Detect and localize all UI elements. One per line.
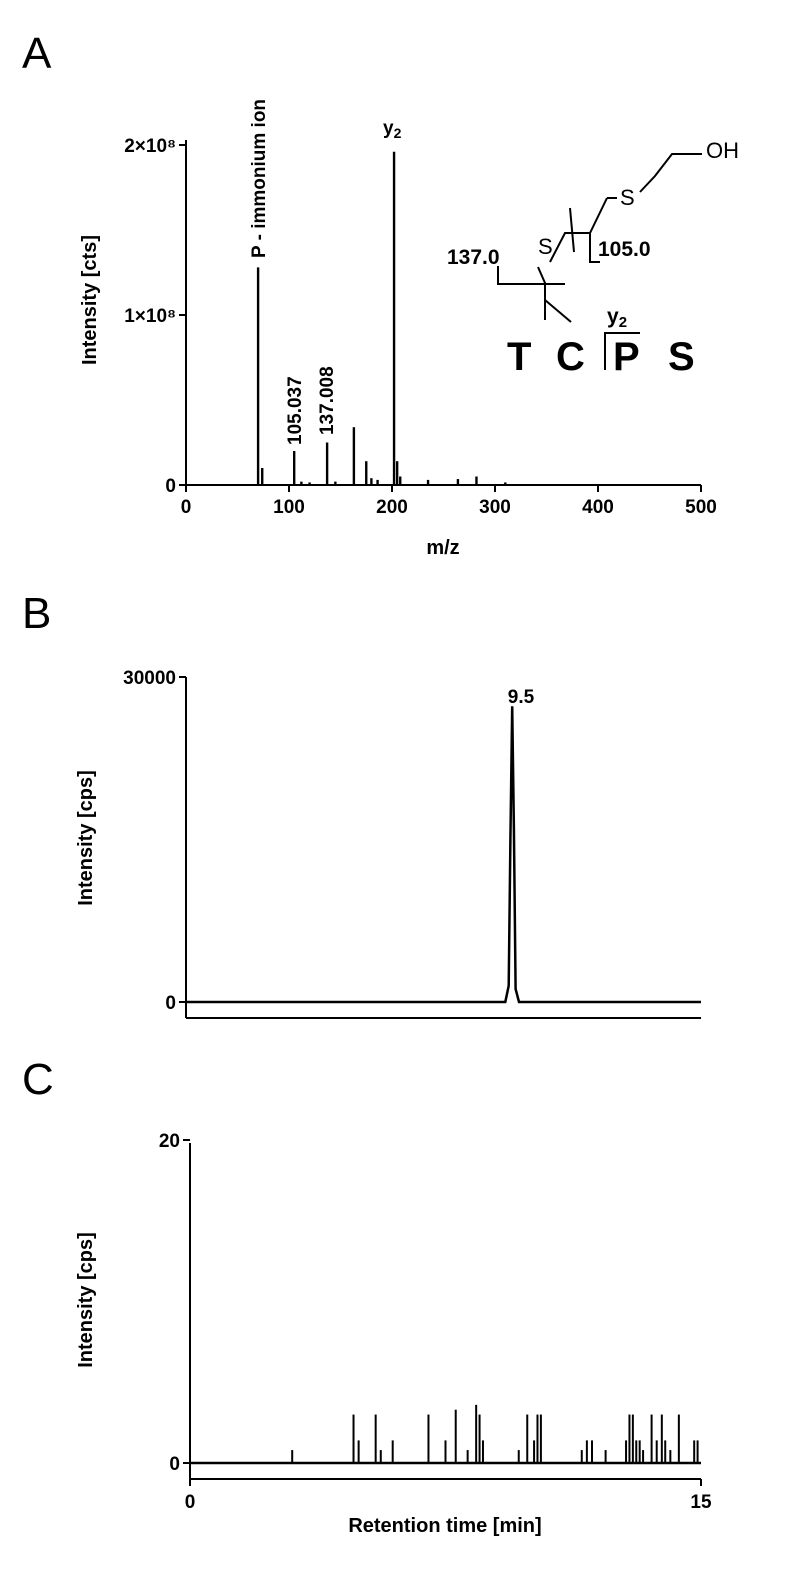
panel-a-x-tick-label: 200: [376, 497, 408, 518]
panel-c-x-label: Retention time [min]: [348, 1515, 541, 1537]
panel-b-peak-label: 9.5: [508, 687, 535, 708]
annotation-p-immonium: P - immonium ion: [249, 99, 270, 258]
panel-b-trace: [186, 706, 701, 1004]
y2-cleavage-sub: 2: [619, 314, 627, 331]
annotation-137-008: 137.008: [317, 366, 338, 435]
panel-a-x-tick-label: 300: [479, 497, 511, 518]
cysteine-bond: [544, 299, 572, 323]
panel-c-y-tick-label: 20: [159, 1131, 180, 1152]
panel-a-x-tick-label: 0: [181, 497, 192, 518]
panel-letter-b: B: [22, 589, 51, 638]
panel-c-chromatogram: 0 15 0 20 Intensity [cps] Retention time [m…: [75, 1131, 712, 1537]
side-chain-bond-2: [549, 197, 608, 263]
fragment-label-137: 137.0: [447, 246, 500, 269]
panel-a-y-tick-label: 0: [165, 476, 176, 497]
annotation-y2: y2: [383, 118, 402, 141]
panel-a-x-tick-label: 100: [273, 497, 305, 518]
panel-b-y-tick-label: 30000: [123, 668, 176, 689]
side-chain-bond-3: [639, 153, 702, 193]
annotation-y2-sub: 2: [394, 125, 402, 141]
fragment-105-cut: [569, 207, 575, 253]
peptide-scheme-inset: S S OH 137.0 105.0 y2 T C P S: [447, 138, 739, 379]
annotation-105-037: 105.037: [285, 376, 306, 445]
panel-a-x-label: m/z: [426, 537, 459, 559]
panel-letter-c: C: [22, 1055, 54, 1104]
panel-letter-a: A: [22, 29, 52, 78]
residue-s: S: [668, 335, 695, 379]
panel-a-x-tick-label: 400: [582, 497, 614, 518]
panel-a-x-tick-label: 500: [685, 497, 717, 518]
fragment-label-105: 105.0: [598, 238, 651, 261]
panel-a-y-tick-label: 2×10⁸: [124, 136, 176, 157]
y2-cleavage-mark: [604, 332, 640, 370]
panel-c-y-label: Intensity [cps]: [75, 1232, 97, 1368]
panel-c-x-tick-label: 0: [185, 1492, 196, 1513]
panel-b-chromatogram: 0 30000 Intensity [cps] 9.5: [75, 668, 701, 1019]
residue-c: C: [556, 335, 585, 379]
y2-cleavage-label: y2: [607, 305, 627, 331]
residue-t: T: [507, 335, 531, 379]
y2-cleavage-main: y: [607, 305, 619, 328]
annotation-y2-main: y: [383, 118, 394, 139]
sulfur-label-2: S: [620, 185, 635, 210]
residue-p: P: [613, 335, 640, 379]
panel-a-spectrum: 0 100 200 300 400 500 0 1×10⁸ 2×10⁸ Intensity [c…: [79, 99, 739, 559]
panel-a-y-label: Intensity [cts]: [79, 235, 101, 365]
sulfur-label-1: S: [538, 234, 553, 259]
panel-b-y-label: Intensity [cps]: [75, 770, 97, 906]
hydroxyl-label: OH: [706, 138, 739, 163]
panel-c-y-tick-label: 0: [169, 1454, 180, 1475]
fragment-105-bracket: [589, 232, 600, 263]
fragment-137-bracket: [497, 266, 565, 285]
panel-a-y-tick-label: 1×10⁸: [124, 306, 176, 327]
panel-c-x-tick-label: 15: [690, 1492, 712, 1513]
side-chain-bond-1: [537, 266, 546, 320]
panel-b-y-tick-label: 0: [165, 993, 176, 1014]
